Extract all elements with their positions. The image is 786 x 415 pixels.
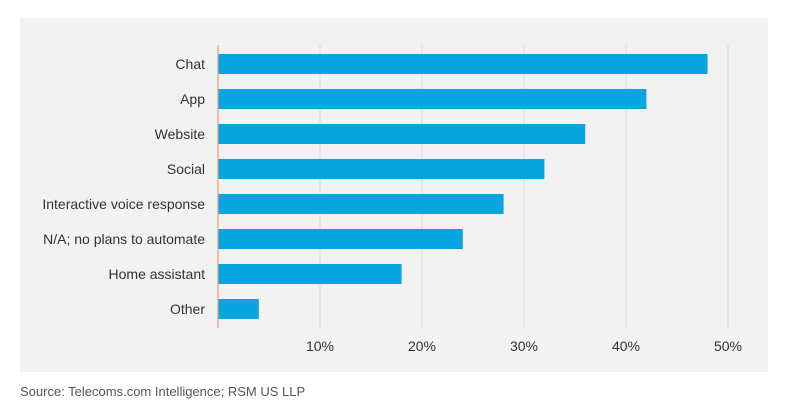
bars bbox=[218, 54, 708, 319]
category-label: Chat bbox=[175, 56, 205, 72]
category-label: Interactive voice response bbox=[42, 196, 205, 212]
x-tick-label: 50% bbox=[714, 338, 742, 354]
x-tick-labels: 10% 20% 30% 40% 50% bbox=[306, 338, 742, 354]
category-label: Social bbox=[167, 161, 205, 177]
bar bbox=[218, 264, 402, 284]
bar bbox=[218, 194, 504, 214]
x-tick-label: 30% bbox=[510, 338, 538, 354]
category-labels: Chat App Website Social Interactive voice re… bbox=[42, 56, 205, 317]
x-tick-label: 20% bbox=[408, 338, 436, 354]
category-label: Other bbox=[170, 301, 205, 317]
x-tick-label: 10% bbox=[306, 338, 334, 354]
gridlines bbox=[319, 45, 729, 328]
bar bbox=[218, 54, 708, 74]
category-label: N/A; no plans to automate bbox=[43, 231, 205, 247]
bar bbox=[218, 124, 586, 144]
category-label: Website bbox=[155, 126, 206, 142]
category-label: Home assistant bbox=[109, 266, 206, 282]
bar bbox=[218, 159, 545, 179]
category-label: App bbox=[180, 91, 205, 107]
bar bbox=[218, 299, 259, 319]
source-note: Source: Telecoms.com Intelligence; RSM U… bbox=[20, 384, 306, 399]
x-tick-label: 40% bbox=[612, 338, 640, 354]
bar bbox=[218, 229, 463, 249]
bar bbox=[218, 89, 647, 109]
